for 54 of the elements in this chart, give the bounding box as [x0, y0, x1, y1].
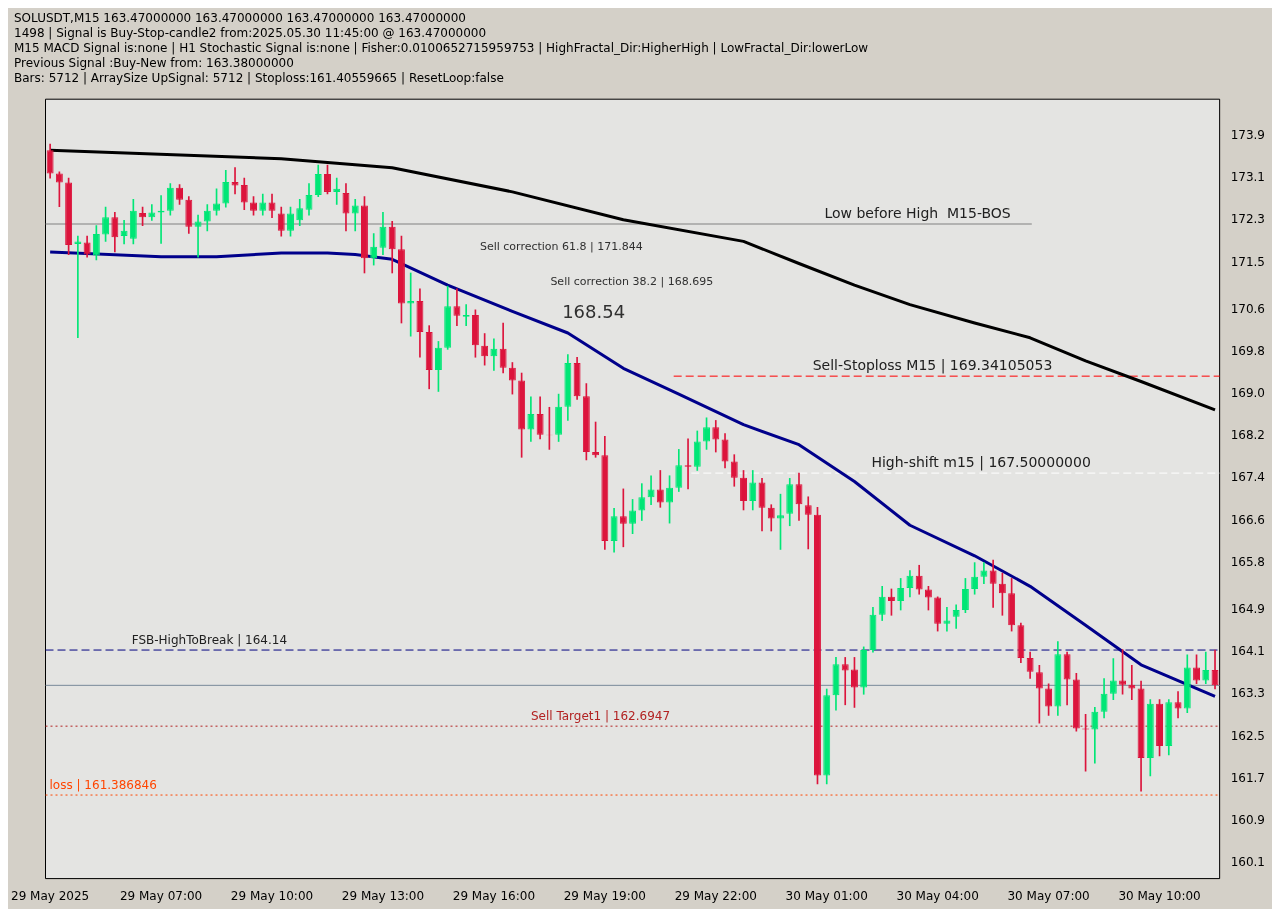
y-tick-label: 169.8	[1230, 344, 1266, 359]
x-tick-label: 29 May 16:00	[452, 888, 536, 903]
y-tick-label: 173.1	[1230, 170, 1266, 185]
ref-line-label: Sell Target1 | 162.6947	[530, 709, 671, 724]
candlestick	[804, 496, 812, 550]
annotation: Sell correction 61.8 | 171.844	[479, 240, 643, 254]
y-tick-label: 163.3	[1230, 686, 1266, 701]
candlestick	[194, 214, 202, 258]
y-tick-label: 164.1	[1230, 644, 1266, 659]
y-tick-label: 165.8	[1230, 554, 1266, 569]
ref-line-label: High-shift m15 | 167.50000000	[871, 453, 1091, 471]
annotation: Sell correction 38.2 | 168.695	[550, 275, 714, 289]
text: M15 MACD Signal is:none | H1 Stochastic Signal is:none | Fisher:0.0100652715959753 | HighFractal_Dir:HigherHigh | LowFractal_Dir:lowerLow	[14, 41, 870, 56]
x-tick-label: 30 May 10:00	[1118, 888, 1201, 903]
candlestick	[74, 235, 82, 339]
annotation: 168.54	[562, 301, 626, 323]
x-tick-label: 29 May 22:00	[674, 888, 757, 903]
y-tick-label: 167.4	[1230, 470, 1266, 485]
ref-line-label: FSB-HighToBreak | 164.14	[131, 633, 288, 648]
y-tick-label: 170.6	[1230, 301, 1266, 316]
y-tick-label: 168.2	[1230, 428, 1266, 443]
x-tick-label: 29 May 2025	[11, 888, 90, 903]
candlestick	[647, 475, 655, 506]
y-tick-label: 171.5	[1230, 254, 1266, 269]
ref-line-label: loss | 161.386846	[49, 778, 157, 793]
candlestick	[407, 272, 415, 337]
y-tick-label: 169.0	[1230, 386, 1266, 401]
x-tick-label: 29 May 07:00	[119, 888, 203, 903]
y-tick-label: 166.6	[1230, 512, 1266, 527]
candlestick	[490, 338, 498, 371]
x-tick-label: 30 May 07:00	[1007, 888, 1090, 903]
y-tick-label: 173.9	[1230, 128, 1266, 143]
text: Previous Signal :Buy-New from: 163.38000000	[14, 56, 295, 71]
y-tick-label: 162.5	[1230, 728, 1266, 743]
x-tick-label: 30 May 01:00	[785, 888, 868, 903]
x-tick-label: 30 May 04:00	[896, 888, 979, 903]
ref-line-label: Sell-Stoploss M15 | 169.34105053	[812, 356, 1053, 374]
y-tick-label: 172.3	[1230, 212, 1266, 227]
text: SOLUSDT,M15 163.47000000 163.47000000 163.47000000 163.47000000	[14, 11, 467, 26]
candlestick	[120, 219, 128, 245]
candlestick	[841, 657, 849, 706]
y-tick-label: 164.9	[1230, 602, 1266, 617]
x-tick-label: 29 May 13:00	[341, 888, 425, 903]
candlestick	[231, 167, 239, 195]
x-tick-label: 29 May 19:00	[563, 888, 646, 903]
candlestick	[952, 604, 960, 629]
y-tick-label: 160.1	[1230, 854, 1266, 869]
candlestick	[453, 288, 461, 326]
y-tick-label: 160.9	[1230, 812, 1266, 827]
x-tick-label: 29 May 10:00	[230, 888, 314, 903]
ref-line-label: Low before High M15-BOS	[824, 204, 1011, 221]
y-tick-label: 161.7	[1230, 770, 1266, 785]
text: 1498 | Signal is Buy-Stop-candle2 from:2025.05.30 11:45:00 @ 163.47000000	[14, 26, 488, 41]
text: Bars: 5712 | ArraySize UpSignal: 5712 | Stoploss:161.40559665 | ResetLoop:false	[14, 71, 505, 86]
